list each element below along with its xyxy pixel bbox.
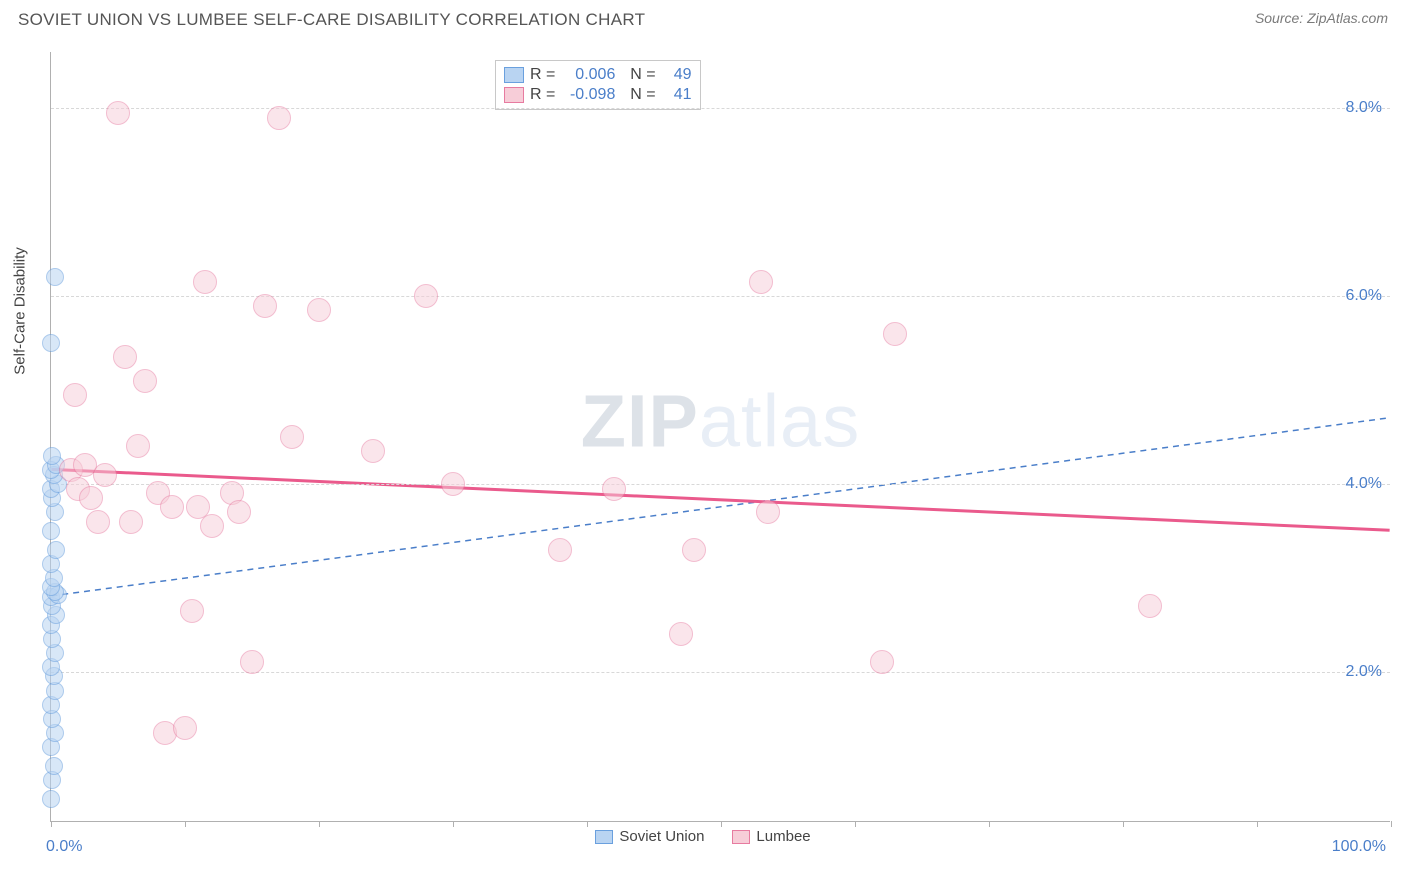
x-tick xyxy=(989,821,990,827)
data-point xyxy=(669,622,693,646)
legend-swatch xyxy=(504,87,524,103)
watermark-part1: ZIP xyxy=(581,380,699,463)
stats-legend-row: R = 0.006 N = 49 xyxy=(504,65,692,85)
data-point xyxy=(45,757,63,775)
data-point xyxy=(441,472,465,496)
data-point xyxy=(870,650,894,674)
source-label: Source: ZipAtlas.com xyxy=(1255,10,1388,26)
y-axis-title: Self-Care Disability xyxy=(12,247,29,375)
data-point xyxy=(280,425,304,449)
watermark: ZIPatlas xyxy=(581,379,860,464)
trend-line xyxy=(51,469,1389,530)
data-point xyxy=(227,500,251,524)
data-point xyxy=(307,298,331,322)
data-point xyxy=(1138,594,1162,618)
x-tick xyxy=(185,821,186,827)
data-point xyxy=(267,106,291,130)
data-point xyxy=(79,486,103,510)
x-tick xyxy=(51,821,52,827)
legend-swatch xyxy=(732,830,750,844)
data-point xyxy=(253,294,277,318)
stat-r-label: R = xyxy=(530,66,555,84)
stat-n-label: N = xyxy=(621,66,655,84)
data-point xyxy=(414,284,438,308)
trend-lines-svg xyxy=(51,52,1390,821)
data-point xyxy=(47,541,65,559)
data-point xyxy=(63,383,87,407)
x-tick xyxy=(1257,821,1258,827)
stat-n-value: 49 xyxy=(662,66,692,84)
data-point xyxy=(361,439,385,463)
data-point xyxy=(42,790,60,808)
legend-swatch xyxy=(595,830,613,844)
y-tick-label: 4.0% xyxy=(1346,475,1382,493)
x-tick xyxy=(1391,821,1392,827)
x-tick xyxy=(319,821,320,827)
data-point xyxy=(126,434,150,458)
stats-legend-row: R = -0.098 N = 41 xyxy=(504,85,692,105)
stat-n-value: 41 xyxy=(662,86,692,104)
x-tick xyxy=(721,821,722,827)
stat-r-value: 0.006 xyxy=(561,66,615,84)
stats-legend: R = 0.006 N = 49 R = -0.098 N = 41 xyxy=(495,60,701,110)
data-point xyxy=(133,369,157,393)
data-point xyxy=(193,270,217,294)
data-point xyxy=(180,599,204,623)
legend-swatch xyxy=(504,67,524,83)
data-point xyxy=(200,514,224,538)
y-tick-label: 6.0% xyxy=(1346,287,1382,305)
y-tick-label: 2.0% xyxy=(1346,663,1382,681)
bottom-legend: Soviet Union Lumbee xyxy=(0,828,1406,848)
legend-label: Lumbee xyxy=(756,828,810,845)
stat-n-label: N = xyxy=(621,86,655,104)
y-tick-label: 8.0% xyxy=(1346,99,1382,117)
data-point xyxy=(113,345,137,369)
stat-r-value: -0.098 xyxy=(561,86,615,104)
data-point xyxy=(682,538,706,562)
chart-title: SOVIET UNION VS LUMBEE SELF-CARE DISABIL… xyxy=(18,10,645,30)
bottom-legend-item: Soviet Union xyxy=(595,828,704,845)
trend-line xyxy=(51,418,1389,596)
data-point xyxy=(173,716,197,740)
data-point xyxy=(46,268,64,286)
data-point xyxy=(240,650,264,674)
gridline xyxy=(51,108,1390,109)
gridline xyxy=(51,484,1390,485)
legend-label: Soviet Union xyxy=(619,828,704,845)
bottom-legend-item: Lumbee xyxy=(732,828,810,845)
x-tick xyxy=(587,821,588,827)
chart-plot-area: ZIPatlas R = 0.006 N = 49 R = -0.098 N = 41 2… xyxy=(50,52,1390,822)
data-point xyxy=(42,334,60,352)
data-point xyxy=(749,270,773,294)
data-point xyxy=(42,522,60,540)
data-point xyxy=(883,322,907,346)
x-tick xyxy=(453,821,454,827)
data-point xyxy=(119,510,143,534)
x-tick xyxy=(855,821,856,827)
watermark-part2: atlas xyxy=(699,380,860,463)
data-point xyxy=(106,101,130,125)
data-point xyxy=(756,500,780,524)
data-point xyxy=(602,477,626,501)
data-point xyxy=(93,463,117,487)
data-point xyxy=(160,495,184,519)
x-tick xyxy=(1123,821,1124,827)
gridline xyxy=(51,296,1390,297)
stat-r-label: R = xyxy=(530,86,555,104)
data-point xyxy=(43,447,61,465)
data-point xyxy=(548,538,572,562)
data-point xyxy=(86,510,110,534)
